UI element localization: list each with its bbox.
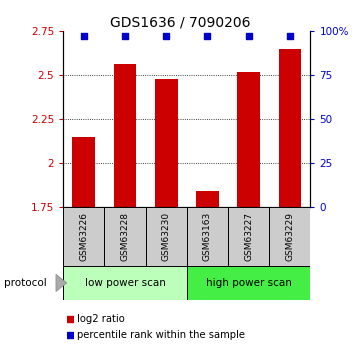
Text: log2 ratio: log2 ratio [77,314,125,324]
Text: protocol: protocol [4,278,46,288]
Text: GSM63230: GSM63230 [162,212,171,261]
Point [67,316,73,322]
Text: percentile rank within the sample: percentile rank within the sample [77,330,245,339]
Point [67,332,73,337]
Point [246,33,252,39]
Text: GSM63227: GSM63227 [244,212,253,261]
Bar [145,207,187,266]
Bar [155,79,178,207]
Bar [63,266,187,300]
Text: GDS1636 / 7090206: GDS1636 / 7090206 [110,16,251,30]
Bar [63,207,104,266]
Point [163,33,169,39]
Text: GSM63228: GSM63228 [121,212,130,261]
Polygon shape [56,274,67,292]
Point [81,33,87,39]
Bar [73,137,95,207]
Bar [228,207,269,266]
Bar [279,49,301,207]
Text: low power scan: low power scan [84,278,165,288]
Point [287,33,293,39]
Bar [187,266,310,300]
Bar [196,191,219,207]
Point [122,33,128,39]
Bar [104,207,145,266]
Text: GSM63229: GSM63229 [285,212,294,261]
Text: high power scan: high power scan [206,278,292,288]
Bar [269,207,310,266]
Bar [114,65,136,207]
Bar [187,207,228,266]
Text: GSM63226: GSM63226 [79,212,88,261]
Bar [237,71,260,207]
Point [205,33,210,39]
Text: GSM63163: GSM63163 [203,212,212,261]
